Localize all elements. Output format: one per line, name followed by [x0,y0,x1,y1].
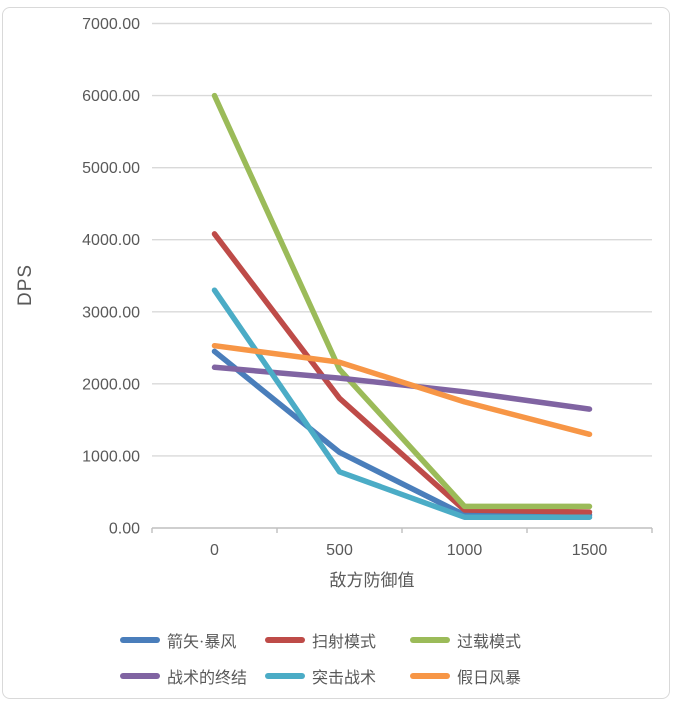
series-line-2 [211,92,593,510]
legend-swatch-icon [265,636,305,643]
legend-label: 扫射模式 [312,633,377,651]
y-tick-label: 7000.00 [82,16,140,33]
x-axis-title: 敌方防御值 [329,571,415,590]
series-line-5 [211,342,593,438]
y-tick-label: 4000.00 [82,232,140,249]
legend-swatch-icon [410,672,450,679]
legend-item-3: 战术的终结 [120,664,265,687]
x-tick-label: 0 [210,542,219,559]
legend-item-5: 假日风暴 [410,664,560,687]
chart-legend: 箭矢·暴风 扫射模式 过载模式战术的终结 突击战术 假日风暴 [120,628,560,687]
legend-label: 箭矢·暴风 [167,633,237,651]
legend-item-1: 扫射模式 [265,628,410,651]
y-tick-label: 2000.00 [82,376,140,393]
legend-label: 假日风暴 [457,669,522,687]
legend-swatch-icon [120,636,160,643]
y-tick-label: 0.00 [109,521,140,538]
legend-item-0: 箭矢·暴风 [120,628,265,651]
legend-label: 突击战术 [312,669,377,687]
legend-label: 战术的终结 [167,669,248,687]
legend-swatch-icon [120,672,160,679]
series-line-3 [211,364,593,412]
y-tick-label: 5000.00 [82,160,140,177]
legend-item-2: 过载模式 [410,628,560,651]
y-tick-label: 1000.00 [82,448,140,465]
legend-item-4: 突击战术 [265,664,410,687]
series-line-4 [211,287,593,520]
x-tick-label: 1000 [447,542,483,559]
x-tick-label: 1500 [572,542,608,559]
y-tick-label: 6000.00 [82,88,140,105]
legend-swatch-icon [410,636,450,643]
legend-swatch-icon [265,672,305,679]
x-tick-label: 500 [326,542,353,559]
series-line-1 [211,231,593,515]
y-tick-label: 3000.00 [82,304,140,321]
legend-label: 过载模式 [457,633,522,651]
